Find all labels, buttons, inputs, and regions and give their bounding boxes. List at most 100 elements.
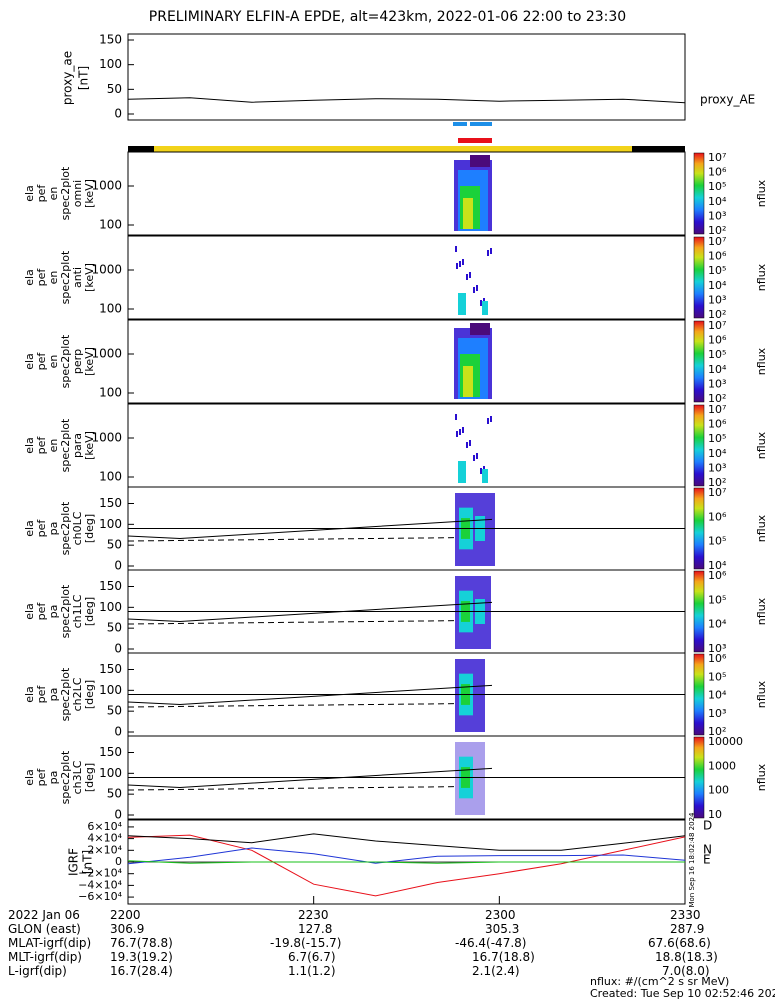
panel-frame-1 bbox=[127, 151, 686, 236]
panel-ylabel-6-6: [deg] bbox=[83, 597, 96, 626]
panel-ylabel-2-3: en bbox=[47, 271, 60, 285]
colorbar-label: nflux bbox=[755, 597, 768, 625]
igrf-legend-e: E bbox=[703, 853, 711, 867]
energy-tick-label: 100 bbox=[99, 218, 122, 232]
pa-tick-label: 0 bbox=[114, 808, 122, 822]
heat-speck bbox=[480, 300, 482, 306]
colorbar-4 bbox=[693, 404, 705, 487]
footer-mlt-v2: 6.7(6.7) bbox=[288, 950, 336, 964]
footer-mlat-v2: -19.8(-15.7) bbox=[270, 936, 342, 950]
panel-ylabel-1-2: pef bbox=[35, 184, 48, 203]
footer-mlt-v3: 16.7(18.8) bbox=[472, 950, 535, 964]
proxy-ae-ylabel-unit: [nT] bbox=[77, 66, 91, 90]
panel-ylabel-5-4: spec2plot bbox=[59, 501, 72, 555]
heat-speck-cyan-2 bbox=[482, 469, 488, 483]
colorbar-tick-label: 10⁶ bbox=[708, 510, 727, 523]
orbit-bar-yellow bbox=[128, 146, 685, 152]
footer-glon-v1: 306.9 bbox=[110, 922, 145, 936]
heat-speck bbox=[476, 285, 478, 291]
panel-ylabel-5-1: ela bbox=[23, 520, 36, 537]
colorbar-tick-label: 10⁵ bbox=[708, 348, 726, 361]
colorbar-tick-label: 10⁷ bbox=[708, 486, 726, 499]
igrf-tick-label: 4×10⁴ bbox=[87, 832, 122, 845]
panel-ylabel-3-1: ela bbox=[23, 353, 36, 370]
heat-speck bbox=[490, 416, 492, 422]
footer-time-2200: 2200 bbox=[110, 908, 141, 922]
colorbar-2 bbox=[693, 236, 705, 319]
colorbar-tick-label: 10⁶ bbox=[708, 250, 727, 263]
heat-speck bbox=[456, 263, 458, 269]
colorbar-tick-label: 10⁵ bbox=[708, 535, 726, 548]
footer-created: Created: Tue Sep 10 02:52:46 2024 bbox=[590, 987, 775, 1000]
heat-speck bbox=[476, 453, 478, 459]
loss-cone-line bbox=[127, 767, 493, 789]
anti-loss-cone-line bbox=[127, 620, 456, 625]
colorbar-tick-label: 10² bbox=[708, 308, 726, 321]
colorbar-tick-label: 10⁵ bbox=[708, 180, 726, 193]
panel-ylabel-7-6: [deg] bbox=[83, 680, 96, 709]
panel-ylabel-4-1: ela bbox=[23, 437, 36, 454]
energy-tick-label: 1000 bbox=[91, 431, 122, 445]
proxy-ae-tick-label: 100 bbox=[99, 57, 122, 71]
loss-cone-line bbox=[127, 684, 493, 706]
panel-ylabel-8-1: ela bbox=[23, 769, 36, 786]
energy-tick-label: 100 bbox=[99, 302, 122, 316]
colorbar-tick-label: 10⁶ bbox=[708, 166, 727, 179]
heat-block-top bbox=[470, 323, 490, 335]
heat-speck bbox=[473, 287, 475, 293]
pa-tick-label: 100 bbox=[99, 517, 122, 531]
colorbar-tick-label: 10³ bbox=[708, 461, 726, 474]
colorbar-tick-label: 10³ bbox=[708, 293, 726, 306]
colorbar-1 bbox=[693, 152, 705, 235]
panel-ylabel-2-2: pef bbox=[35, 268, 48, 287]
footer-glon-v4: 287.9 bbox=[670, 922, 705, 936]
proxy-ae-line bbox=[127, 97, 686, 104]
panel-ylabel-6-3: pa bbox=[47, 605, 60, 619]
colorbar-tick-label: 10⁴ bbox=[708, 618, 727, 631]
colorbar-tick-label: 10² bbox=[708, 392, 726, 405]
proxy-ae-right-label: proxy_AE bbox=[700, 93, 755, 107]
igrf-tick-label: 0 bbox=[115, 855, 122, 868]
pa-tick-label: 50 bbox=[107, 538, 122, 552]
panel-ylabel-1-5: omni bbox=[71, 180, 84, 207]
energy-tick-label: 100 bbox=[99, 386, 122, 400]
colorbar-tick-label: 10³ bbox=[708, 707, 726, 720]
pa-tick-label: 100 bbox=[99, 766, 122, 780]
colorbar-tick-label: 10⁴ bbox=[708, 447, 727, 460]
colorbar-tick-label: 10⁴ bbox=[708, 195, 727, 208]
colorbar-3 bbox=[693, 320, 705, 403]
panel-ylabel-3-4: spec2plot bbox=[59, 334, 72, 388]
footer-mlt-v1: 19.3(19.2) bbox=[110, 950, 173, 964]
heat-speck bbox=[466, 442, 468, 448]
colorbar-tick-label: 10⁴ bbox=[708, 559, 727, 572]
igrf-tick-label: 6×10⁴ bbox=[87, 820, 122, 833]
panel-ylabel-6-4: spec2plot bbox=[59, 584, 72, 638]
colorbar-label: nflux bbox=[755, 179, 768, 207]
panel-ylabel-4-2: pef bbox=[35, 436, 48, 455]
proxy-ae-ylabel: proxy_ae bbox=[61, 51, 75, 105]
footer-date-label: 2022 Jan 06 bbox=[8, 908, 80, 922]
pa-tick-label: 150 bbox=[99, 579, 122, 593]
panel-ylabel-5-2: pef bbox=[35, 519, 48, 538]
anti-loss-cone-line bbox=[127, 703, 456, 708]
panel-ylabel-7-4: spec2plot bbox=[59, 667, 72, 721]
pa-tick-label: 150 bbox=[99, 662, 122, 676]
panel-ylabel-7-2: pef bbox=[35, 685, 48, 704]
proxy-ae-tick-label: 0 bbox=[114, 107, 122, 121]
colorbar-tick-label: 10⁷ bbox=[708, 403, 726, 416]
panel-ylabel-2-1: ela bbox=[23, 269, 36, 286]
pa-tick-label: 0 bbox=[114, 559, 122, 573]
footer-mlat-v3: -46.4(-47.8) bbox=[455, 936, 527, 950]
vertical-stamp: Mon Sep 16 18:02:48 2024 bbox=[688, 812, 696, 908]
colorbar-tick-label: 10⁷ bbox=[708, 151, 726, 164]
heat-speck bbox=[480, 468, 482, 474]
colorbar-tick-label: 10⁶ bbox=[708, 334, 727, 347]
panel-ylabel-6-1: ela bbox=[23, 603, 36, 620]
panel-ylabel-7-5: ch2LC bbox=[71, 677, 84, 711]
panel-ylabel-4-4: spec2plot bbox=[59, 418, 72, 472]
colorbar-tick-label: 10⁵ bbox=[708, 432, 726, 445]
igrf-ylabel: IGRF bbox=[67, 848, 81, 876]
heat-speck bbox=[469, 272, 471, 278]
igrf-tick-label: −4×10⁴ bbox=[78, 878, 122, 891]
igrf-series-E bbox=[127, 860, 685, 864]
